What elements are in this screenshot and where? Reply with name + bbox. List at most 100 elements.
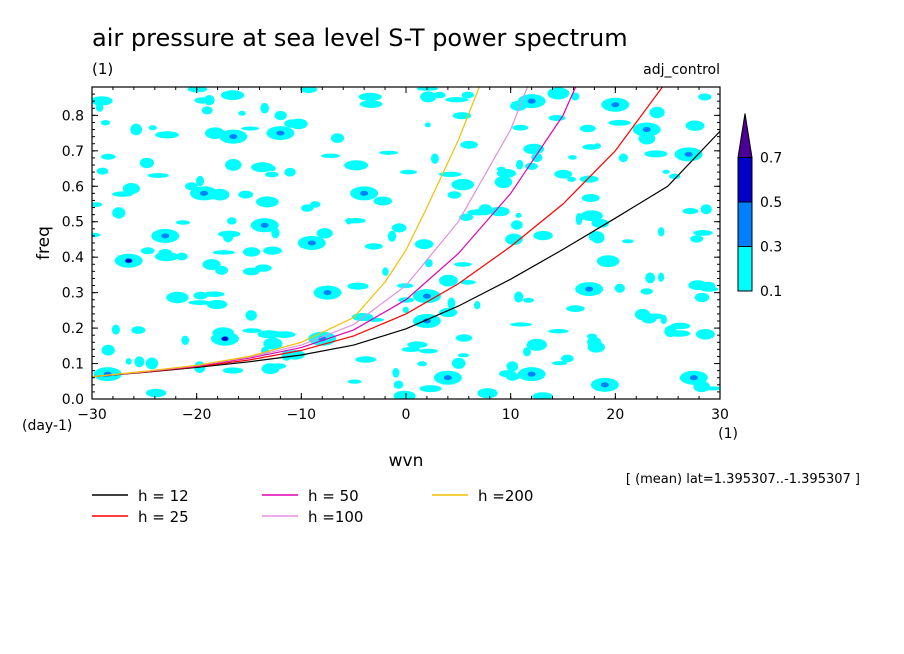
- contour-speck: [242, 267, 260, 276]
- curve-4: [92, 87, 480, 378]
- contour-blob-core: [642, 127, 651, 133]
- contour-speck: [359, 100, 383, 108]
- contour-blob-core: [323, 290, 332, 296]
- contour-speck: [419, 348, 438, 354]
- contour-speck: [301, 204, 314, 212]
- contour-blob-core: [161, 233, 170, 239]
- contour-speck: [618, 153, 629, 163]
- contour-speck: [393, 380, 404, 389]
- y-axis: 0.0 0.1 0.2 0.3 0.4 0.5 0.6 0.7 0.8: [62, 93, 720, 408]
- contour-blob-core: [229, 134, 238, 140]
- contour-speck: [657, 227, 665, 237]
- colorbar-label: 0.7: [760, 151, 782, 167]
- contour-speck: [515, 212, 522, 218]
- contour-speck: [206, 299, 228, 310]
- contour-speck: [581, 194, 600, 202]
- contour-blob-core: [260, 222, 269, 228]
- contour-speck: [321, 153, 341, 158]
- contour-speck: [140, 247, 155, 255]
- colorbar-segment: [737, 201, 753, 247]
- contour-speck: [566, 305, 585, 312]
- colorbar-overflow: [737, 113, 753, 158]
- contour-speck: [414, 239, 434, 250]
- legend-label: h =100: [308, 508, 363, 526]
- contour-speck: [271, 363, 287, 369]
- contour-speck: [201, 106, 213, 115]
- contour-speck: [474, 301, 481, 310]
- contour-speck: [215, 265, 229, 275]
- contour-speck: [461, 91, 474, 99]
- contour-speck: [316, 228, 333, 239]
- y-tick-label: 0.7: [62, 144, 84, 160]
- contour-speck: [634, 308, 651, 321]
- contour-speck: [347, 282, 369, 290]
- x-tick-label: 20: [606, 407, 624, 423]
- contour-speck: [447, 297, 456, 309]
- contour-speck: [145, 388, 167, 398]
- contour-speck: [204, 95, 215, 106]
- colorbar-segment: [737, 157, 753, 203]
- colorbar-segment: [737, 246, 753, 292]
- contour-speck: [645, 272, 656, 284]
- contour-speck: [499, 370, 516, 378]
- contour-blob-core: [600, 382, 609, 388]
- contour-speck: [387, 230, 397, 242]
- contour-speck: [567, 176, 576, 182]
- contour-speck: [273, 331, 296, 338]
- contour-speck: [134, 356, 145, 368]
- x-tick-label: −30: [77, 407, 107, 423]
- y-tick-label: 0.3: [62, 286, 84, 302]
- x-axis-unit: (1): [718, 426, 738, 442]
- contour-speck: [438, 171, 462, 177]
- contour-speck: [347, 379, 362, 384]
- contour-speck: [451, 178, 475, 191]
- contour-speck: [158, 249, 172, 256]
- contour-speck: [682, 208, 699, 215]
- contour-speck: [622, 239, 634, 244]
- contour-speck: [202, 259, 221, 270]
- contour-speck: [355, 356, 377, 363]
- contour-speck: [400, 169, 417, 175]
- contour-speck: [364, 243, 383, 250]
- x-tick-label: 0: [402, 407, 411, 423]
- contour-speck: [147, 173, 169, 178]
- contour-speck: [439, 307, 458, 318]
- contour-speck: [514, 291, 524, 303]
- contour-speck: [407, 341, 428, 349]
- contour-speck: [568, 155, 577, 160]
- contour-speck: [96, 167, 109, 175]
- contour-speck: [608, 119, 631, 126]
- contour-speck: [220, 90, 245, 101]
- contour-speck: [417, 361, 427, 367]
- contour-speck: [694, 292, 710, 303]
- contour-speck: [373, 196, 393, 206]
- contour-speck: [345, 217, 352, 225]
- contour-speck: [379, 150, 399, 155]
- contour-speck: [111, 324, 120, 335]
- contour-speck: [455, 334, 473, 342]
- contour-speck: [289, 118, 308, 130]
- latitude-note: [ (mean) lat=1.395307..-1.395307 ]: [626, 472, 860, 487]
- contour-speck: [533, 230, 553, 241]
- contour-speck: [685, 120, 704, 131]
- contour-speck: [402, 306, 409, 314]
- contour-speck: [166, 291, 189, 304]
- plot-area: [92, 87, 720, 399]
- contour-speck: [393, 390, 416, 399]
- legend: h = 12 h = 25 h = 50 h =100 h =200: [92, 487, 533, 526]
- colorbar: 0.1 0.3 0.5 0.7: [737, 113, 782, 300]
- contour-speck: [554, 169, 573, 179]
- contour-speck: [424, 259, 433, 268]
- contour-speck: [457, 353, 470, 358]
- contour-speck: [614, 283, 625, 293]
- power-contours: [92, 87, 720, 399]
- contour-speck: [242, 247, 261, 257]
- contour-speck: [551, 361, 568, 366]
- contour-speck: [101, 344, 115, 356]
- contour-speck: [424, 122, 431, 128]
- contour-speck: [579, 124, 596, 133]
- contour-blob-peak: [125, 258, 132, 263]
- contour-speck: [241, 126, 260, 131]
- contour-speck: [310, 201, 321, 208]
- contour-speck: [649, 106, 665, 119]
